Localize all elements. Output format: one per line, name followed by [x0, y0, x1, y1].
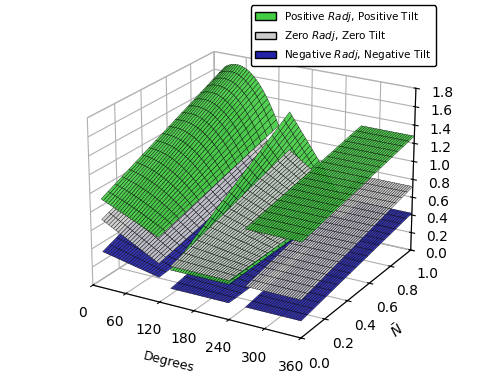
- X-axis label: Degrees: Degrees: [142, 349, 196, 374]
- Legend: Positive $\it{Radj}$, Positive Tilt, Zero $\it{Radj}$, Zero Tilt, Negative $\it{: Positive $\it{Radj}$, Positive Tilt, Zer…: [251, 5, 436, 66]
- Y-axis label: $\bar{N}$: $\bar{N}$: [386, 320, 406, 341]
